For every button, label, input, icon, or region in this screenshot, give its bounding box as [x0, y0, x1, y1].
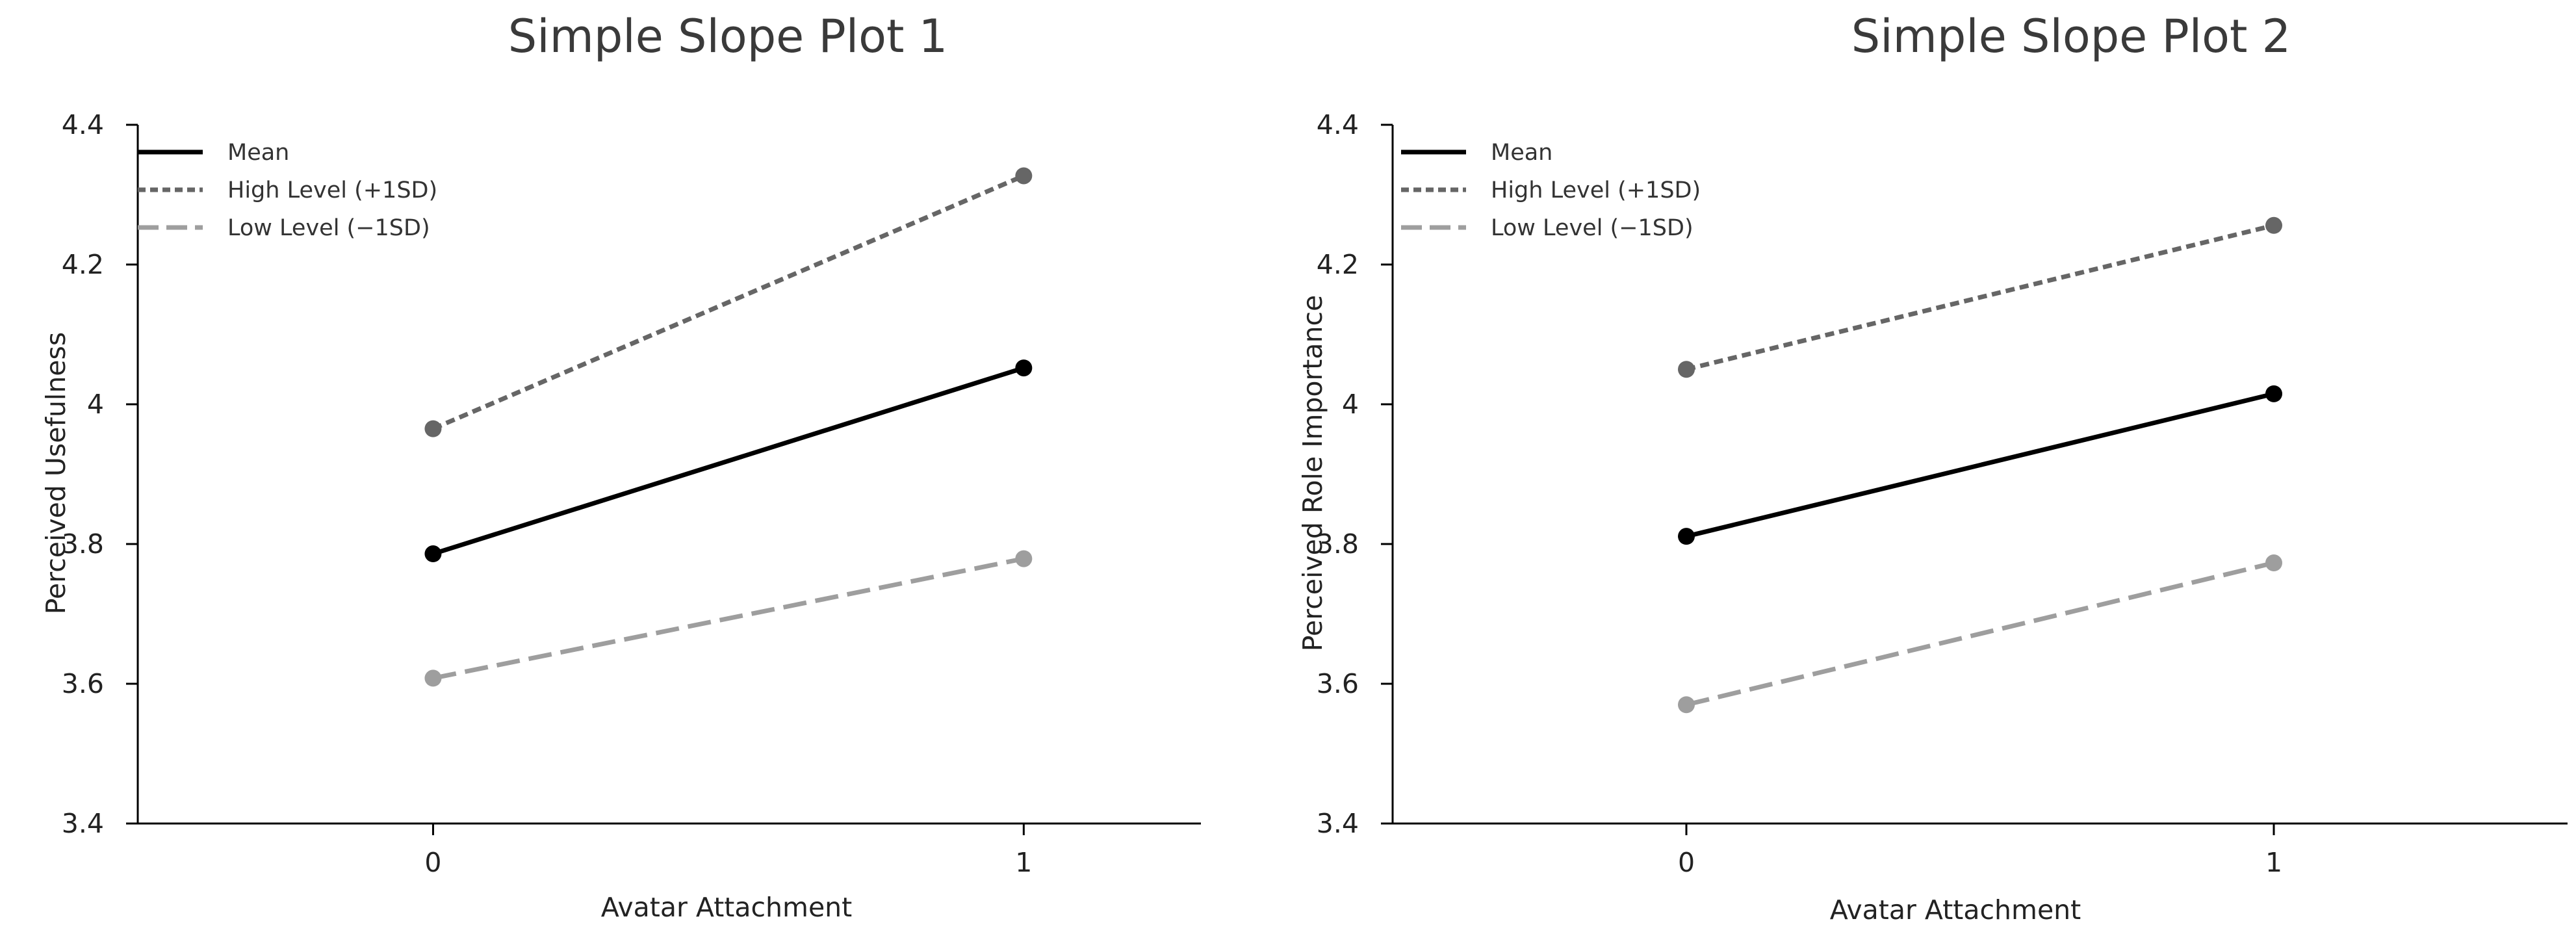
series-point-0: [1678, 528, 1695, 545]
legend-label-0: Mean: [227, 140, 289, 166]
series-point-2: [1015, 550, 1033, 567]
chart-title: Simple Slope Plot 1: [508, 10, 947, 63]
chart-2-svg: Simple Slope Plot 2 3.4 3.6 3.8 4 4.2 4.4 0 1 Ava…: [1297, 10, 2568, 926]
x-tick-label: 0: [424, 847, 441, 878]
series-point-0: [1015, 359, 1033, 377]
y-tick-label: 4.4: [62, 109, 104, 140]
y-tick-label: 4.2: [1317, 249, 1359, 280]
legend-label-0: Mean: [1491, 140, 1552, 166]
y-tick-label: 4.2: [62, 249, 104, 280]
series-point-2: [1678, 696, 1695, 714]
series-point-1: [1015, 167, 1033, 185]
series-line-1: [432, 174, 1025, 431]
legend-label-2: Low Level (−1SD): [1491, 215, 1694, 241]
chart-1-svg: Simple Slope Plot 1 3.4 3.6 3.8 4 4.2 4.4 0 1 Ava…: [40, 10, 1201, 923]
chart-title: Simple Slope Plot 2: [1851, 10, 2291, 63]
series-line-0: [432, 365, 1025, 556]
y-tick-label: 3.6: [1317, 668, 1359, 699]
y-tick-label: 4.4: [1317, 109, 1359, 140]
series-point-0: [2265, 385, 2282, 402]
x-axis-label: Avatar Attachment: [1830, 894, 2081, 926]
x-tick-label: 0: [1678, 847, 1695, 878]
y-tick-label: 3.6: [62, 668, 104, 699]
series-line-1: [1686, 223, 2274, 372]
x-tick-label: 1: [2265, 847, 2282, 878]
simple-slope-plot-1: Simple Slope Plot 1 3.4 3.6 3.8 4 4.2 4.4 0 1 Ava…: [40, 10, 1201, 923]
y-tick-label: 3.4: [62, 808, 104, 839]
y-tick-label: 3.8: [62, 528, 104, 560]
y-tick-label: 4: [87, 389, 104, 420]
series-line-2: [432, 556, 1025, 681]
legend-label-1: High Level (+1SD): [1491, 177, 1701, 203]
series-point-2: [2265, 554, 2282, 572]
x-tick-label: 1: [1015, 847, 1032, 878]
series-point-0: [424, 545, 442, 563]
y-tick-label: 3.8: [1317, 528, 1359, 560]
simple-slope-plot-2: Simple Slope Plot 2 3.4 3.6 3.8 4 4.2 4.4 0 1 Ava…: [1288, 0, 2576, 934]
series-point-1: [424, 420, 442, 437]
y-tick-label: 4: [1342, 389, 1359, 420]
series-point-2: [424, 669, 442, 687]
series-line-2: [1686, 560, 2274, 707]
series-line-0: [1686, 391, 2274, 539]
series-point-1: [1678, 361, 1695, 378]
x-axis-label: Avatar Attachment: [601, 892, 852, 923]
y-tick-label: 3.4: [1317, 808, 1359, 839]
legend-label-2: Low Level (−1SD): [227, 215, 430, 241]
series-point-1: [2265, 216, 2282, 234]
legend-label-1: High Level (+1SD): [227, 177, 437, 203]
y-axis-label: Perceived Usefulness: [40, 332, 71, 614]
y-axis-label: Perceived Role Importance: [1297, 295, 1328, 651]
